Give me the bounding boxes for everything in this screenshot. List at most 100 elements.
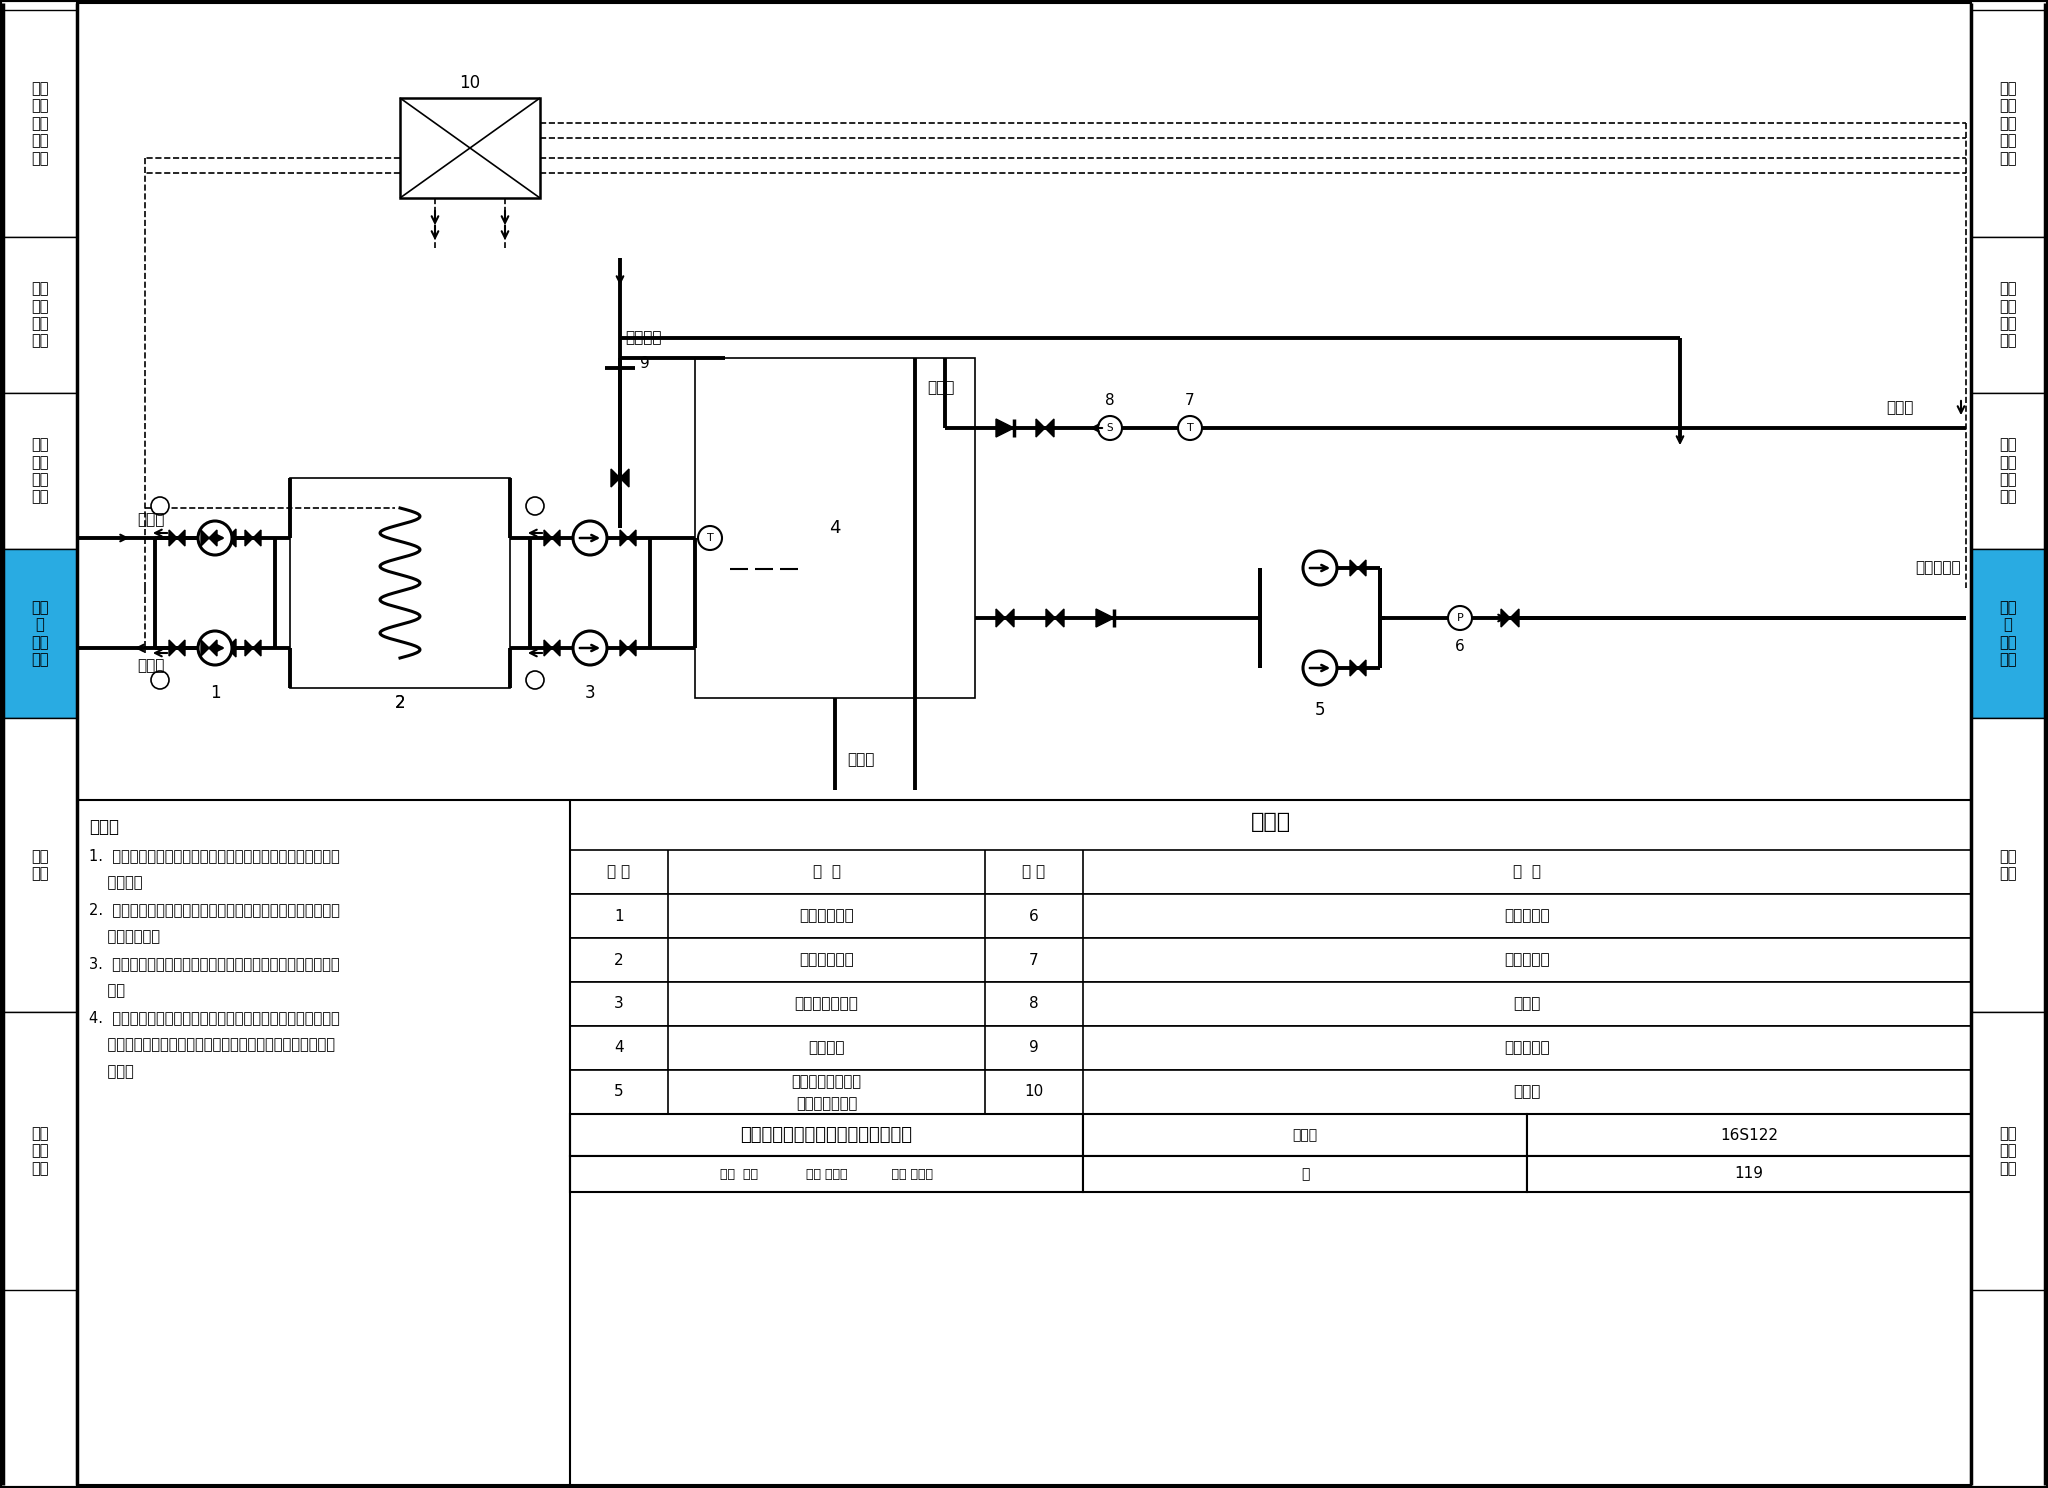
Polygon shape — [629, 530, 637, 546]
Text: 2: 2 — [395, 693, 406, 711]
Polygon shape — [176, 530, 184, 546]
Text: 泄水管: 泄水管 — [848, 753, 874, 768]
Bar — [2, 237, 78, 393]
Polygon shape — [1350, 661, 1358, 676]
Polygon shape — [610, 469, 621, 487]
Text: 1: 1 — [614, 909, 625, 924]
Text: 半容
积式
水加
热器: 半容 积式 水加 热器 — [1999, 281, 2017, 348]
Polygon shape — [1501, 609, 1509, 626]
Text: 板式水加热器: 板式水加热器 — [799, 952, 854, 967]
Text: 3: 3 — [584, 684, 596, 702]
Bar — [1083, 1115, 1528, 1156]
Circle shape — [1178, 417, 1202, 440]
Polygon shape — [553, 640, 559, 656]
Circle shape — [526, 671, 545, 689]
Text: 页: 页 — [1300, 1167, 1309, 1181]
Text: 热媒水: 热媒水 — [137, 659, 164, 674]
Bar — [569, 1115, 1083, 1156]
Circle shape — [152, 497, 170, 515]
Text: 相关
技术
资料: 相关 技术 资料 — [31, 1126, 49, 1176]
Text: 溢水管: 溢水管 — [928, 381, 954, 396]
Text: 半容
积式
水加
热器: 半容 积式 水加 热器 — [31, 281, 49, 348]
Bar — [2, 10, 78, 237]
Bar — [2, 719, 78, 1012]
Bar — [2, 393, 78, 549]
Text: 6: 6 — [1456, 638, 1464, 653]
Text: 2.  系统供水兼循环泵（变频调速泵组）由供水干管的压力传感: 2. 系统供水兼循环泵（变频调速泵组）由供水干管的压力传感 — [88, 902, 340, 917]
Text: 119: 119 — [1735, 1167, 1763, 1181]
Bar — [1970, 549, 2046, 719]
Bar — [569, 1070, 1970, 1115]
Polygon shape — [995, 609, 1006, 626]
Polygon shape — [201, 530, 209, 546]
Polygon shape — [246, 640, 254, 656]
Polygon shape — [170, 640, 176, 656]
Circle shape — [199, 521, 231, 555]
Text: 名  称: 名 称 — [813, 865, 840, 879]
Text: 3.  系统回水管上的电磁阀由回水干管上的温度传感器控制开、: 3. 系统回水管上的电磁阀由回水干管上的温度传感器控制开、 — [88, 955, 340, 972]
Polygon shape — [995, 420, 1014, 437]
Text: 组件表: 组件表 — [1251, 812, 1290, 832]
Polygon shape — [1047, 609, 1055, 626]
Polygon shape — [201, 640, 209, 656]
Text: 5: 5 — [1315, 701, 1325, 719]
Polygon shape — [1006, 609, 1014, 626]
Bar — [291, 478, 510, 687]
Circle shape — [573, 631, 606, 665]
Text: 热媒水: 热媒水 — [137, 512, 164, 528]
Text: 压力传感器: 压力传感器 — [1503, 909, 1550, 924]
Bar — [1528, 1115, 1970, 1156]
Circle shape — [1098, 417, 1122, 440]
Polygon shape — [227, 530, 236, 548]
Polygon shape — [621, 530, 629, 546]
Text: 半即
热式
水加
热器: 半即 热式 水加 热器 — [31, 437, 49, 504]
Text: 冷水补水: 冷水补水 — [625, 330, 662, 345]
Text: 7: 7 — [1186, 393, 1194, 408]
Polygon shape — [217, 638, 227, 658]
Text: 1.  热媒循环泵，被加热水循环泵由储热水箱上的温度传感器控: 1. 热媒循环泵，被加热水循环泵由储热水箱上的温度传感器控 — [88, 848, 340, 863]
Polygon shape — [209, 530, 217, 546]
Text: 快速
式
水加
热器: 快速 式 水加 热器 — [1999, 600, 2017, 667]
Text: 4: 4 — [614, 1040, 625, 1055]
Text: P: P — [1456, 613, 1464, 623]
Text: 说明：: 说明： — [88, 818, 119, 836]
Bar — [569, 850, 1970, 894]
Text: 9: 9 — [641, 356, 649, 371]
Text: 板式水加热器配储热水箱配管示意图: 板式水加热器配储热水箱配管示意图 — [741, 1126, 913, 1144]
Text: 热媒水循环泵: 热媒水循环泵 — [799, 909, 854, 924]
Text: 序 号: 序 号 — [608, 865, 631, 879]
Bar — [569, 1156, 1083, 1192]
Bar — [694, 359, 975, 698]
Circle shape — [698, 525, 723, 551]
Polygon shape — [1036, 420, 1044, 437]
Bar — [569, 1027, 1970, 1070]
Circle shape — [152, 671, 170, 689]
Text: 1: 1 — [209, 684, 221, 702]
Text: 半即
热式
水加
热器: 半即 热式 水加 热器 — [1999, 437, 2017, 504]
Bar — [1970, 10, 2046, 237]
Text: 3: 3 — [614, 997, 625, 1012]
Text: 4.  当小区、建筑物的市政给水引入管上未设倒流防止器或由市: 4. 当小区、建筑物的市政给水引入管上未设倒流防止器或由市 — [88, 1010, 340, 1025]
Polygon shape — [1509, 609, 1520, 626]
Text: 名  称: 名 称 — [1513, 865, 1540, 879]
Bar — [1970, 237, 2046, 393]
Text: 快速
式
水加
热器: 快速 式 水加 热器 — [31, 600, 49, 667]
Text: 温度传感器: 温度传感器 — [1503, 952, 1550, 967]
Polygon shape — [227, 638, 236, 658]
Polygon shape — [209, 640, 217, 656]
Circle shape — [526, 497, 545, 515]
Text: 图集号: 图集号 — [1292, 1128, 1317, 1141]
Polygon shape — [545, 530, 553, 546]
Bar — [2, 1012, 78, 1290]
Text: 7: 7 — [1030, 952, 1038, 967]
Polygon shape — [621, 640, 629, 656]
Circle shape — [573, 521, 606, 555]
Text: 2: 2 — [614, 952, 625, 967]
Text: 被加热水循环泵: 被加热水循环泵 — [795, 997, 858, 1012]
Text: 计算
实例: 计算 实例 — [1999, 848, 2017, 881]
Text: 真空破坏器: 真空破坏器 — [1503, 1040, 1550, 1055]
Text: S: S — [1106, 423, 1114, 433]
Text: 止器。: 止器。 — [88, 1064, 133, 1079]
Bar — [1083, 1156, 1528, 1192]
Bar — [1970, 1012, 2046, 1290]
